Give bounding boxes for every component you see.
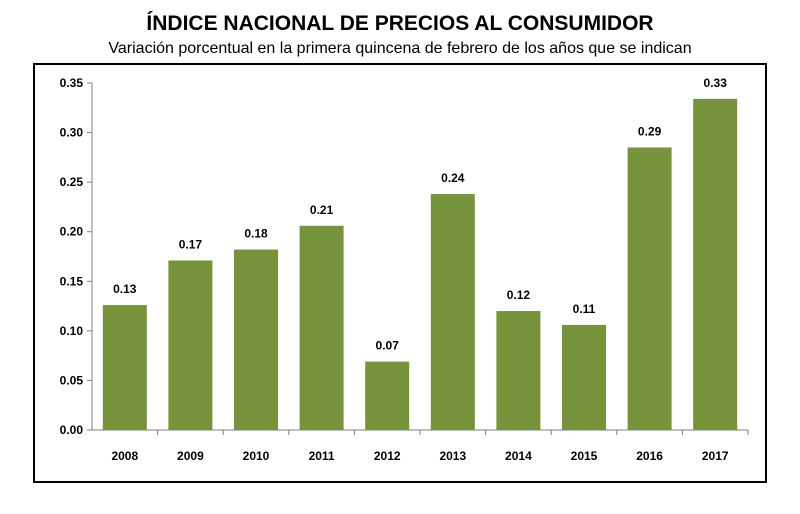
y-tick-label: 0.20 <box>60 225 84 239</box>
bar-2010 <box>234 249 278 430</box>
data-label-2008: 0.13 <box>113 282 137 296</box>
bar-2015 <box>562 324 606 430</box>
y-tick-label: 0.05 <box>60 373 84 387</box>
y-tick-label: 0.35 <box>60 76 84 90</box>
bar-2012 <box>365 361 410 430</box>
bar-2016 <box>627 147 672 430</box>
data-label-2012: 0.07 <box>376 339 400 353</box>
bar-2014 <box>496 311 541 430</box>
data-labels: 0.13 0.17 0.18 0.21 0.07 0.24 0.12 0.11 0.29 0.33 <box>113 76 727 353</box>
x-tick-label-2017: 2017 <box>702 449 729 463</box>
x-tick-label-2012: 2012 <box>374 449 401 463</box>
bars <box>102 98 738 430</box>
x-tick-label-2016: 2016 <box>636 449 663 463</box>
bar-2013 <box>430 194 475 430</box>
chart-frame <box>33 63 767 483</box>
bar-2011 <box>299 225 344 430</box>
x-tick-labels: 2008 2009 2010 2011 2012 2013 2014 2015 2016 2017 <box>111 430 749 463</box>
x-tick-label-2015: 2015 <box>571 449 598 463</box>
chart-title: ÍNDICE NACIONAL DE PRECIOS AL CONSUMIDOR <box>146 12 654 35</box>
data-label-2011: 0.21 <box>310 203 334 217</box>
data-label-2009: 0.17 <box>179 237 203 251</box>
x-tick-label-2010: 2010 <box>243 449 270 463</box>
x-tick-label-2008: 2008 <box>111 449 138 463</box>
data-label-2013: 0.24 <box>441 171 465 185</box>
chart-subtitle: Variación porcentual en la primera quinc… <box>108 40 692 57</box>
y-tick-label: 0.00 <box>60 423 84 437</box>
y-ticks: 0.00 0.05 0.10 0.15 0.20 0.25 0.30 0.35 <box>60 76 92 437</box>
x-tick-label-2014: 2014 <box>505 449 532 463</box>
data-label-2015: 0.11 <box>573 302 596 316</box>
x-tick-label-2011: 2011 <box>309 449 335 463</box>
bar-2009 <box>168 260 213 430</box>
data-label-2014: 0.12 <box>507 288 531 302</box>
y-tick-label: 0.15 <box>60 274 84 288</box>
data-label-2017: 0.33 <box>704 76 728 90</box>
y-tick-label: 0.25 <box>60 175 84 189</box>
x-tick-label-2009: 2009 <box>177 449 204 463</box>
data-label-2010: 0.18 <box>244 227 268 241</box>
data-label-2016: 0.29 <box>638 124 662 138</box>
bar-2008 <box>102 305 147 430</box>
y-tick-label: 0.10 <box>60 324 84 338</box>
bar-2017 <box>693 98 738 430</box>
y-tick-label: 0.30 <box>60 126 84 140</box>
x-tick-label-2013: 2013 <box>439 449 466 463</box>
